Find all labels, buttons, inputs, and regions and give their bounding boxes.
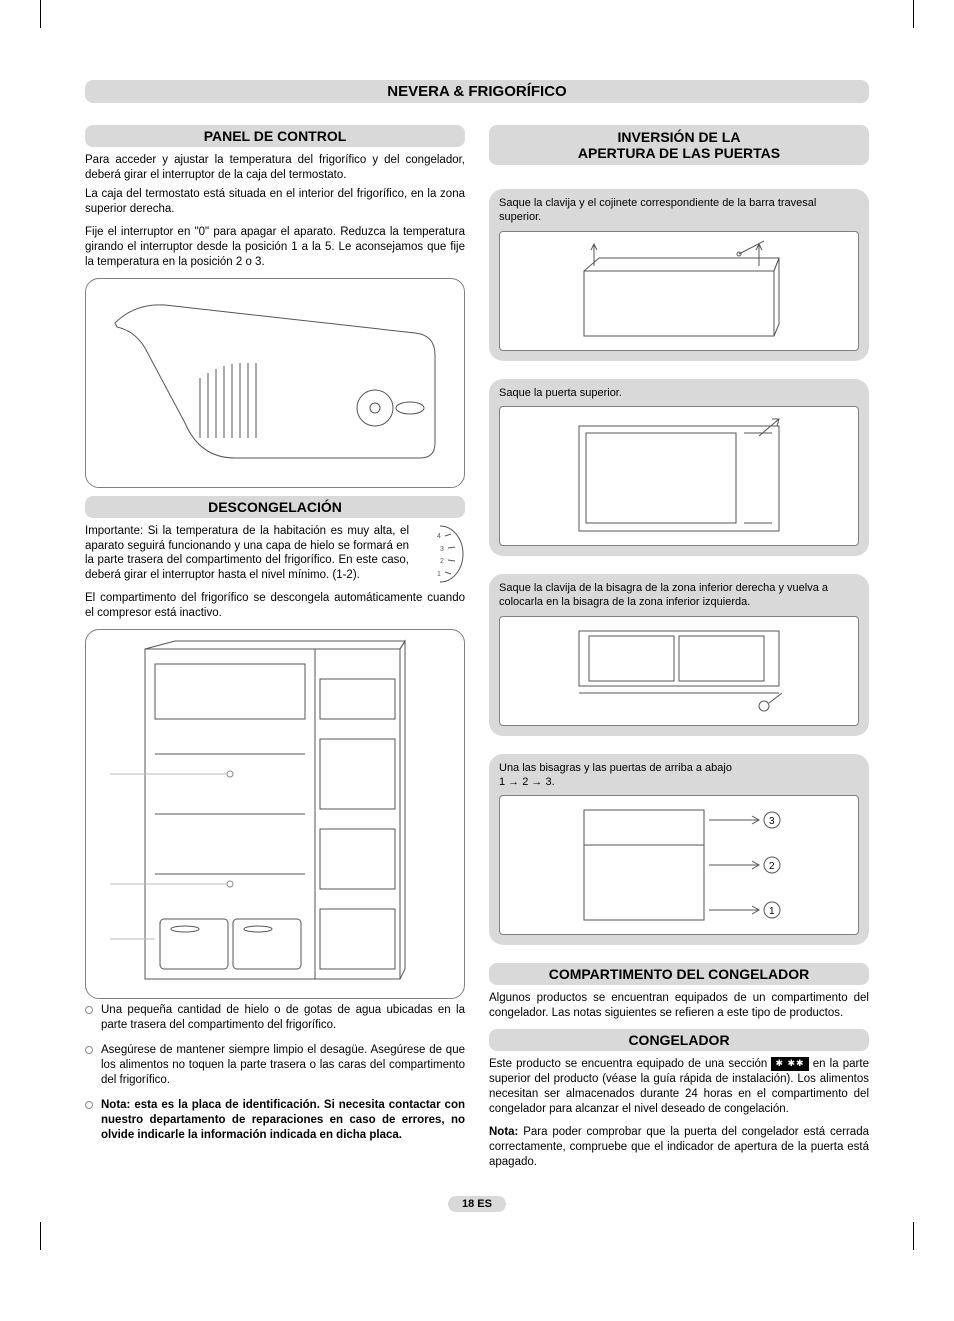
step-1-caption: Saque la clavija y el cojinete correspon… — [499, 197, 859, 225]
step-2-illustration — [499, 406, 859, 546]
svg-text:1: 1 — [437, 571, 441, 578]
bullet-icon — [85, 1101, 93, 1109]
step-2: Saque la puerta superior. — [489, 379, 869, 557]
descongelacion-heading: DESCONGELACIÓN — [85, 496, 465, 518]
panel-control-heading: PANEL DE CONTROL — [85, 125, 465, 147]
congelador-note-label: Nota: — [489, 1126, 518, 1138]
thermostat-illustration — [85, 278, 465, 488]
step-3: Saque la clavija de la bisagra de la zon… — [489, 574, 869, 736]
thermostat-svg — [105, 293, 445, 473]
panel-control-p2: La caja del termostato está situada en e… — [85, 187, 465, 217]
bullet-icon — [85, 1046, 93, 1054]
step-4: Una las bisagras y las puertas de arriba… — [489, 754, 869, 946]
note-text-2: Asegúrese de mantener siempre limpio el … — [101, 1043, 465, 1088]
step-4-text: Una las bisagras y las puertas de arriba… — [499, 762, 732, 774]
svg-text:4: 4 — [437, 533, 441, 540]
step-3-illustration — [499, 616, 859, 726]
step-2-caption: Saque la puerta superior. — [499, 387, 859, 401]
svg-text:3: 3 — [440, 546, 444, 553]
step-4-illustration: 3 2 1 — [499, 795, 859, 935]
panel-control-p1: Para acceder y ajustar la temperatura de… — [85, 153, 465, 183]
inversion-heading-l2: APERTURA DE LAS PUERTAS — [578, 145, 780, 161]
congelador-p1: Este producto se encuentra equipado de u… — [489, 1057, 869, 1117]
two-column-layout: PANEL DE CONTROL Para acceder y ajustar … — [85, 117, 869, 1178]
note-text-1: Una pequeña cantidad de hielo o de gotas… — [101, 1003, 465, 1033]
inversion-heading-l1: INVERSIÓN DE LA — [618, 129, 741, 145]
step-4-caption: Una las bisagras y las puertas de arriba… — [499, 762, 859, 790]
dial-icon: 4 3 2 1 — [415, 524, 465, 584]
left-column: PANEL DE CONTROL Para acceder y ajustar … — [85, 117, 465, 1178]
freezer-rating-badge: ✱ ✱✱ — [771, 1057, 808, 1071]
congelador-p2: Nota: Para poder comprobar que la puerta… — [489, 1125, 869, 1170]
inversion-heading: INVERSIÓN DE LA APERTURA DE LAS PUERTAS — [489, 125, 869, 165]
compartimento-heading: COMPARTIMENTO DEL CONGELADOR — [489, 963, 869, 985]
svg-text:2: 2 — [440, 558, 444, 565]
note-item: Nota: esta es la placa de identificación… — [85, 1098, 465, 1143]
page-number-badge: 18 ES — [448, 1196, 506, 1212]
step-3-caption: Saque la clavija de la bisagra de la zon… — [499, 582, 859, 610]
congelador-heading: CONGELADOR — [489, 1029, 869, 1051]
main-title: NEVERA & FRIGORÍFICO — [85, 80, 869, 103]
page-number: 18 ES — [85, 1196, 869, 1210]
right-column: INVERSIÓN DE LA APERTURA DE LAS PUERTAS … — [489, 117, 869, 1178]
note-item: Asegúrese de mantener siempre limpio el … — [85, 1043, 465, 1088]
congelador-note-text: Para poder comprobar que la puerta del c… — [489, 1126, 869, 1168]
fridge-svg — [105, 639, 445, 989]
descongelacion-p2: El compartimento del frigorífico se desc… — [85, 591, 465, 621]
panel-control-p3: Fije el interruptor en "0" para apagar e… — [85, 225, 465, 270]
step-1-illustration — [499, 231, 859, 351]
svg-text:3: 3 — [769, 816, 775, 827]
note-item: Una pequeña cantidad de hielo o de gotas… — [85, 1003, 465, 1033]
fridge-interior-illustration — [85, 629, 465, 999]
step-4-sequence: 1 → 2 → 3. — [499, 776, 555, 788]
bullet-icon — [85, 1006, 93, 1014]
note-text-3: Nota: esta es la placa de identificación… — [101, 1098, 465, 1143]
descongelacion-p1: Importante: Si la temperatura de la habi… — [85, 524, 465, 584]
compartimento-p1: Algunos productos se encuentran equipado… — [489, 991, 869, 1021]
step-1: Saque la clavija y el cojinete correspon… — [489, 189, 869, 361]
svg-text:2: 2 — [769, 861, 775, 872]
descongelacion-notes: Una pequeña cantidad de hielo o de gotas… — [85, 1003, 465, 1143]
svg-text:1: 1 — [769, 906, 775, 917]
congelador-p1a: Este producto se encuentra equipado de u… — [489, 1058, 767, 1070]
